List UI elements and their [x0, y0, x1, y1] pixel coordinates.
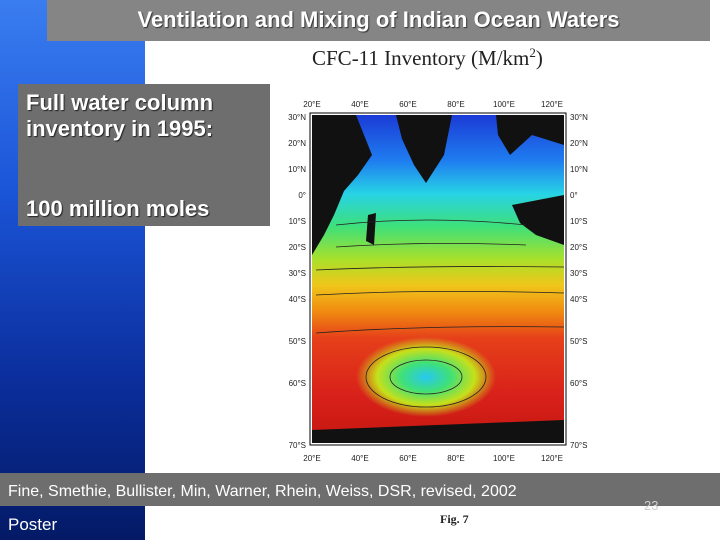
callout-line-1: Full water column — [26, 90, 214, 115]
figure-title-superscript: 2 — [529, 45, 536, 60]
map-right-lat-label: 10°N — [570, 165, 588, 174]
map-right-lat-label: 60°S — [570, 379, 587, 388]
poster-label: Poster — [8, 515, 58, 534]
map-left-lat-label: 30°S — [289, 269, 306, 278]
map-bottom-lon-label: 120°E — [541, 454, 563, 463]
map-right-lat-label: 70°S — [570, 441, 587, 450]
caption-bar: Fine, Smethie, Bullister, Min, Warner, R… — [0, 473, 720, 506]
figure-label: Fig. 7 — [440, 512, 469, 526]
citation-text: Fine, Smethie, Bullister, Min, Warner, R… — [8, 483, 517, 500]
map-right-lat-label: 40°S — [570, 295, 587, 304]
map-top-lon-label: 120°E — [541, 100, 563, 109]
figure-title: CFC-11 Inventory (M/km2) — [312, 45, 543, 71]
map-top-lon-label: 100°E — [493, 100, 515, 109]
map-top-lon-label: 20°E — [303, 100, 320, 109]
map-right-lat-label: 0° — [570, 191, 578, 200]
map-bottom-lon-label: 20°E — [303, 454, 320, 463]
map-svg: 20°E 40°E 60°E 80°E 100°E 120°E 20°E 40°E 60°E 80… — [288, 100, 588, 463]
map-left-lat-label: 10°S — [289, 217, 306, 226]
map-left-lat-label: 50°S — [289, 337, 306, 346]
map-right-lat-label: 10°S — [570, 217, 587, 226]
callout-line-2: inventory in 1995: — [26, 116, 214, 141]
map-left-lat-label: 70°S — [289, 441, 306, 450]
map-right-lat-label: 50°S — [570, 337, 587, 346]
map-left-lat-label: 0° — [298, 191, 306, 200]
map-left-lat-label: 20°S — [289, 243, 306, 252]
figure-title-end: ) — [535, 46, 543, 70]
inventory-callout: Full water column inventory in 1995: 100… — [18, 84, 270, 226]
callout-line-3: 100 million moles — [26, 196, 210, 221]
map-bottom-lon-label: 100°E — [493, 454, 515, 463]
map-right-lat-label: 30°S — [570, 269, 587, 278]
title-bar: Ventilation and Mixing of Indian Ocean W… — [47, 0, 710, 41]
map-bottom-lon-label: 40°E — [351, 454, 368, 463]
map-right-lat-label: 20°S — [570, 243, 587, 252]
map-left-lat-label: 10°N — [288, 165, 306, 174]
map-contour-lines — [315, 219, 565, 408]
map-top-lon-label: 80°E — [447, 100, 464, 109]
map-top-lon-label: 60°E — [399, 100, 416, 109]
slide-title: Ventilation and Mixing of Indian Ocean W… — [137, 7, 620, 32]
map-left-lat-label: 30°N — [288, 113, 306, 122]
map-right-lat-label: 30°N — [570, 113, 588, 122]
map-bottom-lon-label: 60°E — [399, 454, 416, 463]
left-gradient-bar — [0, 0, 145, 540]
map-bottom-lon-label: 80°E — [447, 454, 464, 463]
cfc-inventory-map: 20°E 40°E 60°E 80°E 100°E 120°E 20°E 40°E 60°E 80… — [276, 95, 596, 465]
slide-number: 23 — [644, 498, 659, 513]
map-right-lat-label: 20°N — [570, 139, 588, 148]
map-left-lat-label: 40°S — [289, 295, 306, 304]
map-left-lat-label: 60°S — [289, 379, 306, 388]
figure-title-text: CFC-11 Inventory (M/km — [312, 46, 530, 70]
map-left-lat-label: 20°N — [288, 139, 306, 148]
map-top-lon-label: 40°E — [351, 100, 368, 109]
